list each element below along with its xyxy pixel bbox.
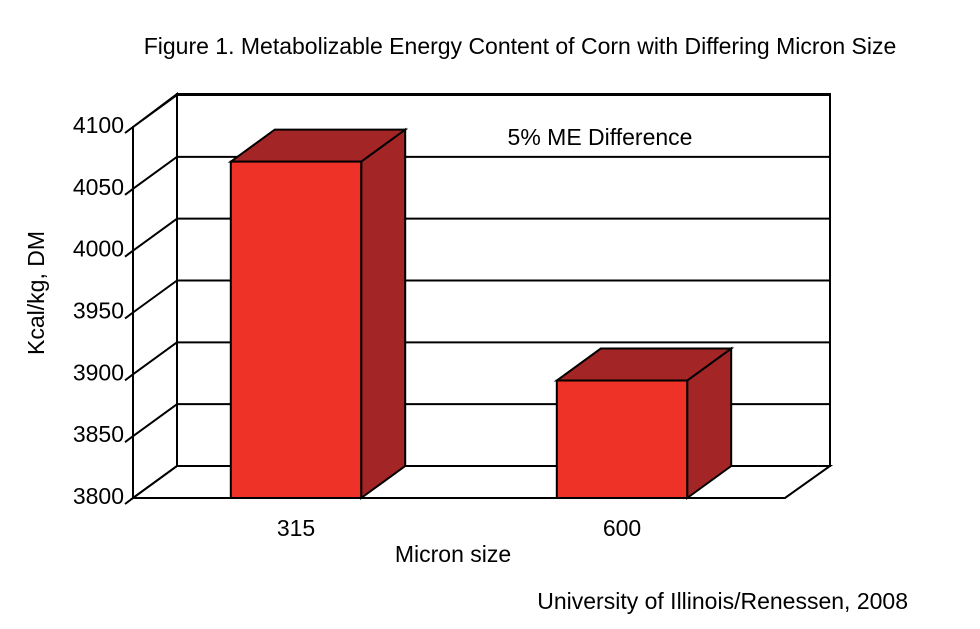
tick-mark [124,435,134,443]
bar-side [360,127,407,500]
grid-line [132,156,178,190]
y-tick-label: 3850 [73,421,124,447]
x-axis-label: Micron size [395,541,511,567]
grid-line [132,465,178,499]
grid-line [132,279,178,314]
y-tick-label: 3950 [73,298,124,324]
source: University of Illinois/Renessen, 2008 [537,588,908,614]
tick-mark [124,249,134,258]
y-tick-label: 4100 [73,112,124,138]
y-tick-label: 3900 [73,359,124,385]
tick-mark [124,188,134,196]
tick-mark [124,311,134,320]
y-axis-label: Kcal/kg, DM [23,231,49,355]
grid-line [132,403,178,437]
chart-title: Figure 1. Metabolizable Energy Content o… [144,33,897,59]
tick-mark [124,126,134,134]
y-tick-label: 3800 [73,483,124,509]
grid-line [132,94,178,128]
bar [229,160,363,499]
x-tick-label: 600 [603,515,641,541]
y-tick-label: 4000 [73,236,124,262]
bars [227,127,735,500]
grid-line [132,341,178,376]
annotation: 5% ME Difference [508,124,693,150]
tick-mark [124,497,134,505]
grid-line [132,217,178,252]
tick-mark [124,373,134,382]
x-tick-label: 315 [277,515,315,541]
bar [555,379,689,499]
y-tick-label: 4050 [73,174,124,200]
